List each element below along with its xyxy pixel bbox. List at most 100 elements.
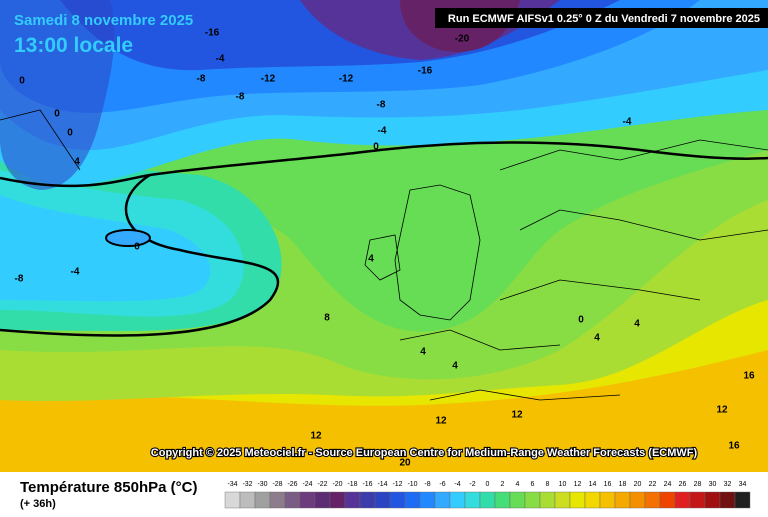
contour-label: 4	[452, 361, 458, 372]
scale-swatch	[314, 491, 331, 509]
scale-swatch	[584, 491, 601, 509]
scale-label: -18	[347, 481, 357, 488]
scale-swatch	[689, 491, 706, 509]
contour-label: -12	[339, 74, 354, 85]
scale-swatch	[569, 491, 586, 509]
scale-swatch	[374, 491, 391, 509]
scale-label: -20	[332, 481, 342, 488]
contour-labels: -16-20-4-8 -12 -12-16-8-8-40-400040-4-8484…	[15, 28, 755, 469]
contour-label: 0	[578, 315, 584, 326]
scale-label: 12	[574, 481, 582, 488]
contour-label: 20	[399, 458, 411, 469]
contour-label: 0	[67, 128, 73, 139]
scale-swatch	[704, 491, 721, 509]
scale-label: 30	[709, 481, 717, 488]
scale-label: 16	[604, 481, 612, 488]
contour-label: 0	[54, 109, 60, 120]
scale-label: 26	[679, 481, 687, 488]
contour-label: 12	[310, 431, 322, 442]
contour-label: 4	[594, 333, 600, 344]
scale-label: 34	[739, 481, 747, 488]
scale-label: 18	[619, 481, 627, 488]
color-scale: -34 -32 -30 -28 -26 -24 -22 -20 -18 -16 -14 -12 -10-…	[224, 481, 751, 509]
contour-label: 4	[74, 157, 80, 168]
scale-swatch	[509, 491, 526, 509]
scale-swatch	[524, 491, 541, 509]
scale-label: 8	[546, 481, 550, 488]
forecast-time: 13:00 locale	[14, 34, 133, 57]
contour-label: -8	[377, 100, 386, 111]
scale-swatch	[449, 491, 466, 509]
contour-label: 0	[373, 142, 379, 153]
scale-label: 10	[559, 481, 567, 488]
contour-label: -4	[71, 267, 80, 278]
contour-label: -12	[261, 74, 276, 85]
run-info: Run ECMWF AIFSv1 0.25° 0 Z du Vendredi 7…	[448, 13, 760, 25]
contour-label: -4	[216, 54, 225, 65]
scale-swatch	[389, 491, 406, 509]
scale-swatch	[224, 491, 241, 509]
scale-label: -34	[227, 481, 237, 488]
contour-label: 16	[743, 371, 755, 382]
scale-label: 14	[589, 481, 597, 488]
scale-swatch	[644, 491, 661, 509]
scale-label: -10	[407, 481, 417, 488]
scale-label: 0	[486, 481, 490, 488]
scale-swatch	[554, 491, 571, 509]
scale-swatch	[614, 491, 631, 509]
contour-label: 12	[716, 405, 728, 416]
scale-swatch	[344, 491, 361, 509]
contour-label: -8	[236, 92, 245, 103]
map-background	[0, 0, 768, 472]
scale-label: 28	[694, 481, 702, 488]
contour-label: 16	[728, 441, 740, 452]
scale-label: 4	[516, 481, 520, 488]
contour-label: -4	[378, 126, 387, 137]
contour-label: -16	[205, 28, 220, 39]
scale-label: -28	[272, 481, 282, 488]
scale-swatch	[434, 491, 451, 509]
scale-label: -32	[242, 481, 252, 488]
scale-label: -30	[257, 481, 267, 488]
contour-label: 12	[511, 410, 523, 421]
scale-swatch	[329, 491, 346, 509]
run-box	[435, 8, 768, 28]
scale-label: -2	[469, 481, 475, 488]
footer-lead: (+ 36h)	[20, 498, 56, 510]
footer-title: Température 850hPa (°C)	[20, 479, 197, 496]
scale-swatch	[254, 491, 271, 509]
contour-label: -8	[15, 274, 24, 285]
scale-label: -14	[377, 481, 387, 488]
scale-label: -8	[424, 481, 430, 488]
scale-swatch	[299, 491, 316, 509]
scale-swatch	[734, 491, 751, 509]
scale-swatch	[359, 491, 376, 509]
scale-swatch	[404, 491, 421, 509]
scale-label: -4	[454, 481, 460, 488]
scale-label: -16	[362, 481, 372, 488]
scale-swatch	[599, 491, 616, 509]
forecast-date: Samedi 8 novembre 2025	[14, 12, 193, 29]
scale-label: -6	[439, 481, 445, 488]
scale-label: -26	[287, 481, 297, 488]
scale-label: 32	[724, 481, 732, 488]
contour-label: 4	[634, 319, 640, 330]
scale-label: 22	[649, 481, 657, 488]
scale-swatch	[539, 491, 556, 509]
contour-label: 0	[134, 242, 140, 253]
scale-swatch	[464, 491, 481, 509]
scale-swatch	[494, 491, 511, 509]
scale-swatch	[674, 491, 691, 509]
scale-label: 6	[531, 481, 535, 488]
scale-label: -12	[392, 481, 402, 488]
contour-label: 0	[19, 76, 25, 87]
scale-label: 2	[501, 481, 505, 488]
scale-swatch	[284, 491, 301, 509]
scale-label: -22	[317, 481, 327, 488]
scale-swatch	[479, 491, 496, 509]
scale-swatch	[239, 491, 256, 509]
contour-label: -20	[455, 34, 470, 45]
scale-swatch	[659, 491, 676, 509]
contour-label: 4	[368, 254, 374, 265]
